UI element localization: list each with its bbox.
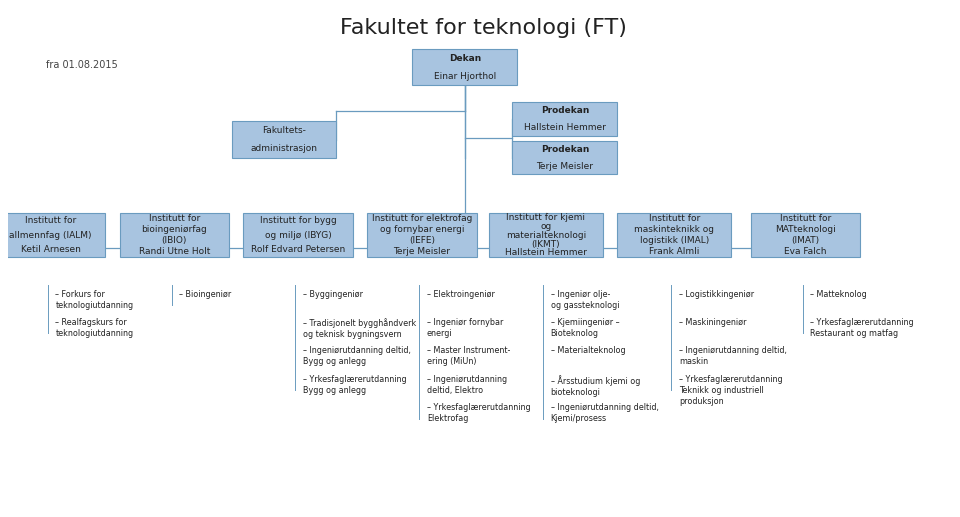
FancyBboxPatch shape: [368, 213, 477, 257]
Text: Institutt for: Institutt for: [25, 216, 76, 225]
Text: Prodekan: Prodekan: [540, 145, 589, 154]
Text: – Yrkesfaglærerutdanning
Bygg og anlegg: – Yrkesfaglærerutdanning Bygg og anlegg: [303, 375, 407, 395]
Text: (IBIO): (IBIO): [161, 236, 187, 245]
Text: bioingeniørfag: bioingeniørfag: [141, 225, 207, 234]
Text: administrasjon: administrasjon: [251, 144, 318, 153]
FancyBboxPatch shape: [231, 121, 336, 158]
Text: og miljø (IBYG): og miljø (IBYG): [265, 231, 331, 240]
Text: logistikk (IMAL): logistikk (IMAL): [639, 236, 708, 245]
FancyBboxPatch shape: [617, 213, 732, 257]
Text: Randi Utne Holt: Randi Utne Holt: [139, 247, 210, 256]
Text: fra 01.08.2015: fra 01.08.2015: [46, 59, 118, 70]
FancyBboxPatch shape: [413, 49, 517, 85]
Text: – Yrkesfaglærerutdanning
Teknikk og industriell
produksjon: – Yrkesfaglærerutdanning Teknikk og indu…: [679, 375, 782, 406]
Text: og fornybar energi: og fornybar energi: [380, 225, 465, 234]
Text: Institutt for kjemi: Institutt for kjemi: [506, 213, 586, 222]
Text: Institutt for: Institutt for: [780, 214, 831, 223]
Text: Institutt for: Institutt for: [149, 214, 200, 223]
Text: Fakultets-: Fakultets-: [262, 126, 306, 135]
Text: – Ingeniørutdanning deltid,
maskin: – Ingeniørutdanning deltid, maskin: [679, 346, 787, 367]
Text: – Maskiningeniør: – Maskiningeniør: [679, 318, 747, 327]
FancyBboxPatch shape: [489, 213, 603, 257]
Text: – Ingeniørutdanning
deltid, Elektro: – Ingeniørutdanning deltid, Elektro: [427, 375, 507, 395]
Text: – Ingeniør fornybar
energi: – Ingeniør fornybar energi: [427, 318, 503, 338]
FancyBboxPatch shape: [244, 213, 353, 257]
Text: Institutt for bygg: Institutt for bygg: [260, 216, 337, 225]
Text: Institutt for: Institutt for: [649, 214, 700, 223]
FancyBboxPatch shape: [0, 213, 106, 257]
Text: – Matteknolog: – Matteknolog: [810, 290, 867, 298]
Text: – Årsstudium kjemi og
bioteknologi: – Årsstudium kjemi og bioteknologi: [550, 375, 640, 397]
Text: – Master Instrument-
ering (MiUn): – Master Instrument- ering (MiUn): [427, 346, 510, 367]
Text: Ketil Arnesen: Ketil Arnesen: [21, 246, 81, 254]
Text: – Realfagskurs for
teknologiutdanning: – Realfagskurs for teknologiutdanning: [56, 318, 133, 338]
Text: – Yrkesfaglærerutdanning
Elektrofag: – Yrkesfaglærerutdanning Elektrofag: [427, 403, 530, 423]
Text: – Ingeniørutdanning deltid,
Bygg og anlegg: – Ingeniørutdanning deltid, Bygg og anle…: [303, 346, 411, 367]
Text: – Bioingeniør: – Bioingeniør: [180, 290, 231, 298]
FancyBboxPatch shape: [751, 213, 860, 257]
Text: – Elektroingeniør: – Elektroingeniør: [427, 290, 494, 298]
Text: Terje Meisler: Terje Meisler: [537, 162, 593, 171]
Text: – Forkurs for
teknologiutdanning: – Forkurs for teknologiutdanning: [56, 290, 133, 310]
Text: allmennfag (IALM): allmennfag (IALM): [10, 231, 92, 240]
Text: – Kjemiingeniør –
Bioteknolog: – Kjemiingeniør – Bioteknolog: [550, 318, 619, 338]
Text: – Yrkesfaglærerutdanning
Restaurant og matfag: – Yrkesfaglærerutdanning Restaurant og m…: [810, 318, 914, 338]
Text: Hallstein Hemmer: Hallstein Hemmer: [505, 248, 587, 257]
Text: MATteknologi: MATteknologi: [776, 225, 836, 234]
Text: og: og: [540, 222, 551, 231]
Text: Frank Almli: Frank Almli: [649, 247, 700, 256]
Text: Eva Falch: Eva Falch: [784, 247, 827, 256]
Text: – Ingeniør olje-
og gassteknologi: – Ingeniør olje- og gassteknologi: [550, 290, 619, 310]
Text: – Materialteknolog: – Materialteknolog: [550, 346, 625, 355]
Text: Terje Meisler: Terje Meisler: [394, 247, 450, 256]
Text: Fakultet for teknologi (FT): Fakultet for teknologi (FT): [341, 18, 627, 38]
FancyBboxPatch shape: [513, 102, 617, 135]
Text: (IKMT): (IKMT): [532, 239, 560, 249]
Text: Dekan: Dekan: [448, 54, 481, 63]
Text: – Logistikkingeniør: – Logistikkingeniør: [679, 290, 755, 298]
Text: materialteknologi: materialteknologi: [506, 231, 586, 240]
FancyBboxPatch shape: [513, 141, 617, 175]
Text: – Byggingeniør: – Byggingeniør: [303, 290, 363, 298]
FancyBboxPatch shape: [120, 213, 229, 257]
Text: Rolf Edvard Petersen: Rolf Edvard Petersen: [252, 246, 346, 254]
Text: – Tradisjonelt bygghåndverk
og teknisk bygningsvern: – Tradisjonelt bygghåndverk og teknisk b…: [303, 318, 417, 339]
Text: Prodekan: Prodekan: [540, 106, 589, 115]
Text: maskinteknikk og: maskinteknikk og: [635, 225, 714, 234]
Text: Hallstein Hemmer: Hallstein Hemmer: [524, 123, 606, 132]
Text: Einar Hjorthol: Einar Hjorthol: [434, 72, 496, 81]
Text: – Ingeniørutdanning deltid,
Kjemi/prosess: – Ingeniørutdanning deltid, Kjemi/proses…: [550, 403, 659, 423]
Text: (IEFE): (IEFE): [409, 236, 435, 245]
Text: (IMAT): (IMAT): [792, 236, 820, 245]
Text: Institutt for elektrofag: Institutt for elektrofag: [372, 214, 472, 223]
